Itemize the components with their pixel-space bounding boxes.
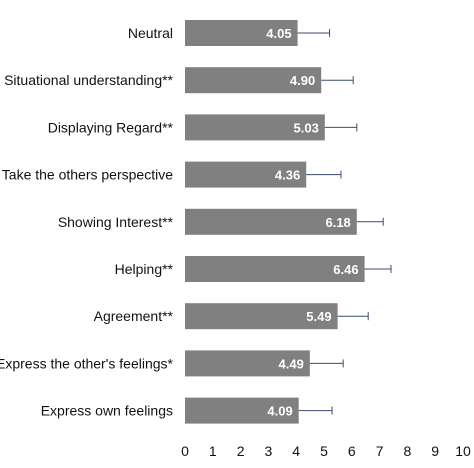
category-label: Showing Interest** <box>58 214 174 230</box>
data-label: 4.90 <box>290 73 315 88</box>
error-bar <box>309 359 344 368</box>
category-label: Helping** <box>115 261 174 277</box>
error-bar <box>321 76 354 85</box>
category-label: Express the other's feelings* <box>0 355 174 371</box>
error-bar <box>324 123 358 132</box>
bar <box>185 161 307 188</box>
data-label: 4.49 <box>279 356 304 371</box>
data-label: 4.05 <box>266 26 291 41</box>
data-label: 4.09 <box>267 404 292 419</box>
data-label: 6.18 <box>325 215 350 230</box>
data-label: 5.49 <box>306 309 331 324</box>
data-label: 4.36 <box>275 168 300 183</box>
category-label: Displaying Regard** <box>48 119 174 135</box>
error-bar <box>364 265 392 273</box>
bar <box>185 303 338 330</box>
x-axis-ticks: 0 1 2 3 4 5 6 7 8 9 10 <box>181 443 471 459</box>
category-label: Neutral <box>128 25 173 41</box>
category-label: Express own feelings <box>41 403 173 419</box>
bars-layer: 4.05 4.90 5.03 4.36 6.18 6.46 5.49 4.49 4.09 <box>185 20 392 424</box>
error-bar <box>356 217 384 226</box>
error-bar <box>297 29 331 37</box>
bar <box>185 20 298 46</box>
x-tick-label: 1 <box>209 443 217 459</box>
data-label: 5.03 <box>294 120 319 135</box>
category-label: Take the others perspective <box>2 167 173 183</box>
category-label: Situational understanding** <box>4 72 173 88</box>
x-tick-label: 7 <box>376 443 384 459</box>
x-tick-label: 8 <box>404 443 412 459</box>
x-tick-label: 5 <box>320 443 328 459</box>
category-label: Agreement** <box>94 308 174 324</box>
x-tick-label: 2 <box>237 443 245 459</box>
error-bar <box>306 170 342 179</box>
x-tick-label: 10 <box>455 443 471 459</box>
bar <box>185 67 322 94</box>
error-bar <box>298 406 333 415</box>
x-tick-label: 3 <box>265 443 273 459</box>
bar <box>185 256 365 282</box>
bar <box>185 397 299 424</box>
x-tick-label: 4 <box>292 443 300 459</box>
x-tick-label: 6 <box>348 443 356 459</box>
x-tick-label: 9 <box>431 443 439 459</box>
data-label: 6.46 <box>333 262 358 277</box>
x-tick-label: 0 <box>181 443 189 459</box>
bar <box>185 350 310 377</box>
bar <box>185 208 357 235</box>
category-labels: Neutral Situational understanding** Displa… <box>0 25 174 419</box>
error-bar <box>337 312 369 321</box>
bar <box>185 114 325 141</box>
